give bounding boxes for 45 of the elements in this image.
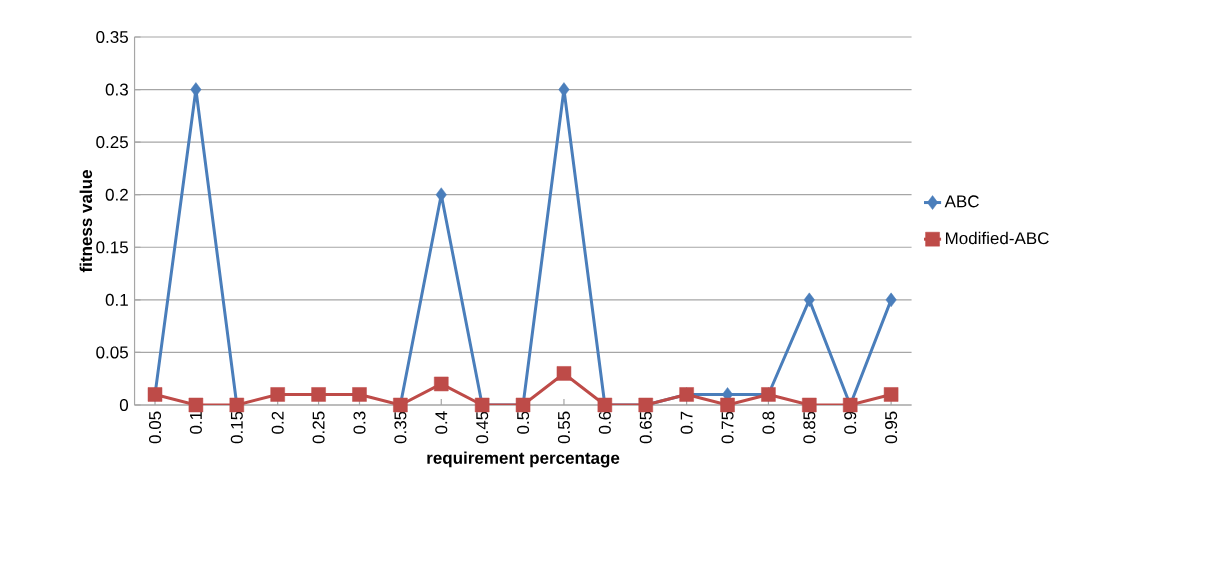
point xyxy=(720,397,735,413)
x-tick-label: 0.4 xyxy=(435,411,448,434)
y-tick-label: 0.3 xyxy=(105,83,128,96)
legend-label: ABC xyxy=(944,195,979,208)
point xyxy=(190,82,202,97)
point xyxy=(434,376,449,392)
legend-label: Modified-ABC xyxy=(945,231,1049,245)
x-tick-label: 0.85 xyxy=(803,411,816,444)
x-tick-label: 0.95 xyxy=(885,411,898,444)
point xyxy=(803,292,815,308)
x-tick-label: 0.45 xyxy=(476,411,489,444)
y-tick-label: 0.15 xyxy=(96,241,128,254)
x-tick-label: 0.1 xyxy=(189,411,202,434)
x-tick-label: 0.3 xyxy=(353,411,366,434)
point xyxy=(558,82,570,97)
x-axis-title: requirement percentage xyxy=(427,451,620,468)
y-tick-label: 0.05 xyxy=(96,346,128,359)
point xyxy=(802,397,817,413)
point xyxy=(188,397,204,413)
point xyxy=(883,387,899,402)
x-tick-label: 0.35 xyxy=(394,411,407,444)
point xyxy=(435,187,447,202)
x-tick-label: 0.65 xyxy=(639,411,652,444)
y-tick-label: 0 xyxy=(119,398,129,412)
y-tick-label: 0.1 xyxy=(105,293,128,306)
y-axis-title: fitness value xyxy=(79,170,93,273)
x-tick-label: 0.9 xyxy=(844,411,857,434)
y-tick-label: 0.2 xyxy=(105,188,128,201)
point xyxy=(270,387,285,402)
point xyxy=(556,366,572,381)
x-tick-label: 0.55 xyxy=(557,411,570,444)
point xyxy=(885,292,897,308)
x-tick-label: 0.15 xyxy=(230,411,243,444)
y-tick-label: 0.25 xyxy=(96,136,128,149)
x-tick-label: 0.5 xyxy=(517,411,530,434)
x-tick-label: 0.05 xyxy=(148,411,162,444)
y-tick-label: 0.35 xyxy=(96,30,128,44)
point xyxy=(352,387,367,402)
point xyxy=(311,387,326,402)
x-tick-label: 0.6 xyxy=(598,411,611,434)
x-tick-label: 0.75 xyxy=(721,411,734,444)
x-tick-label: 0.2 xyxy=(271,411,284,434)
x-tick-label: 0.7 xyxy=(680,411,693,434)
x-tick-label: 0.8 xyxy=(762,411,775,434)
x-tick-label: 0.25 xyxy=(312,411,325,444)
